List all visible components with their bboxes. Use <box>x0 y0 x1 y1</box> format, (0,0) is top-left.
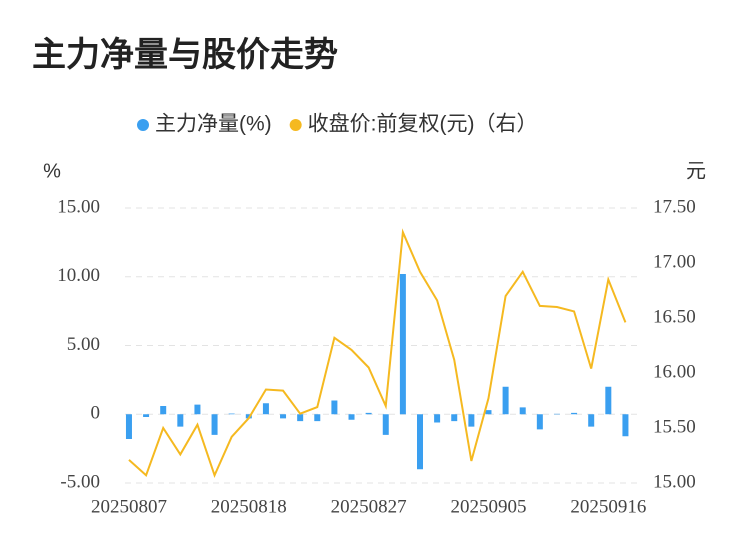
bar <box>553 413 560 415</box>
y2-unit: 元 <box>686 160 706 182</box>
y-unit: % <box>43 160 61 182</box>
bar <box>365 412 372 415</box>
bar <box>588 414 595 427</box>
bar <box>468 414 475 427</box>
x-tick-label: 20250916 <box>570 496 646 517</box>
bar <box>297 414 304 422</box>
bar <box>194 404 201 415</box>
y-tick-label: 15.00 <box>57 196 100 217</box>
bar <box>125 414 132 439</box>
bar <box>451 414 458 422</box>
bar <box>519 407 526 415</box>
bar <box>571 412 578 415</box>
y2-tick-label: 16.50 <box>653 306 696 327</box>
y2-tick-label: 17.00 <box>653 251 696 272</box>
x-tick-label: 20250827 <box>331 496 407 517</box>
bar <box>177 414 184 427</box>
bar <box>348 414 355 420</box>
bar <box>160 406 167 415</box>
bar <box>143 414 150 417</box>
y-tick-label: -5.00 <box>60 471 100 492</box>
bar <box>228 413 235 415</box>
bar <box>536 414 543 430</box>
bar <box>399 274 406 415</box>
chart-title: 主力净量与股价走势 <box>32 36 338 74</box>
bar <box>622 414 629 437</box>
y2-tick-label: 17.50 <box>653 196 696 217</box>
y2-tick-label: 15.00 <box>653 471 696 492</box>
bar <box>382 414 389 435</box>
legend-label: 收盘价:前复权(元)（右） <box>308 113 538 136</box>
bar <box>280 414 287 419</box>
legend-label: 主力净量(%) <box>155 113 272 136</box>
bar <box>485 410 492 415</box>
x-tick-label: 20250905 <box>450 496 526 517</box>
y2-tick-label: 15.50 <box>653 416 696 437</box>
y-tick-label: 10.00 <box>57 265 100 286</box>
bar <box>502 386 509 415</box>
bar <box>211 414 218 435</box>
price-line <box>128 228 627 479</box>
bar <box>417 414 423 470</box>
x-tick-label: 20250818 <box>211 496 287 517</box>
bar <box>314 414 321 422</box>
legend-marker <box>289 119 302 131</box>
bar <box>262 403 269 415</box>
y2-tick-label: 16.00 <box>653 361 696 382</box>
bar <box>434 414 441 423</box>
y-tick-label: 0 <box>91 403 101 424</box>
bar <box>331 400 338 415</box>
y-tick-label: 5.00 <box>67 334 100 355</box>
x-tick-label: 20250807 <box>91 496 167 517</box>
bar <box>605 386 612 415</box>
legend-marker <box>137 119 149 131</box>
